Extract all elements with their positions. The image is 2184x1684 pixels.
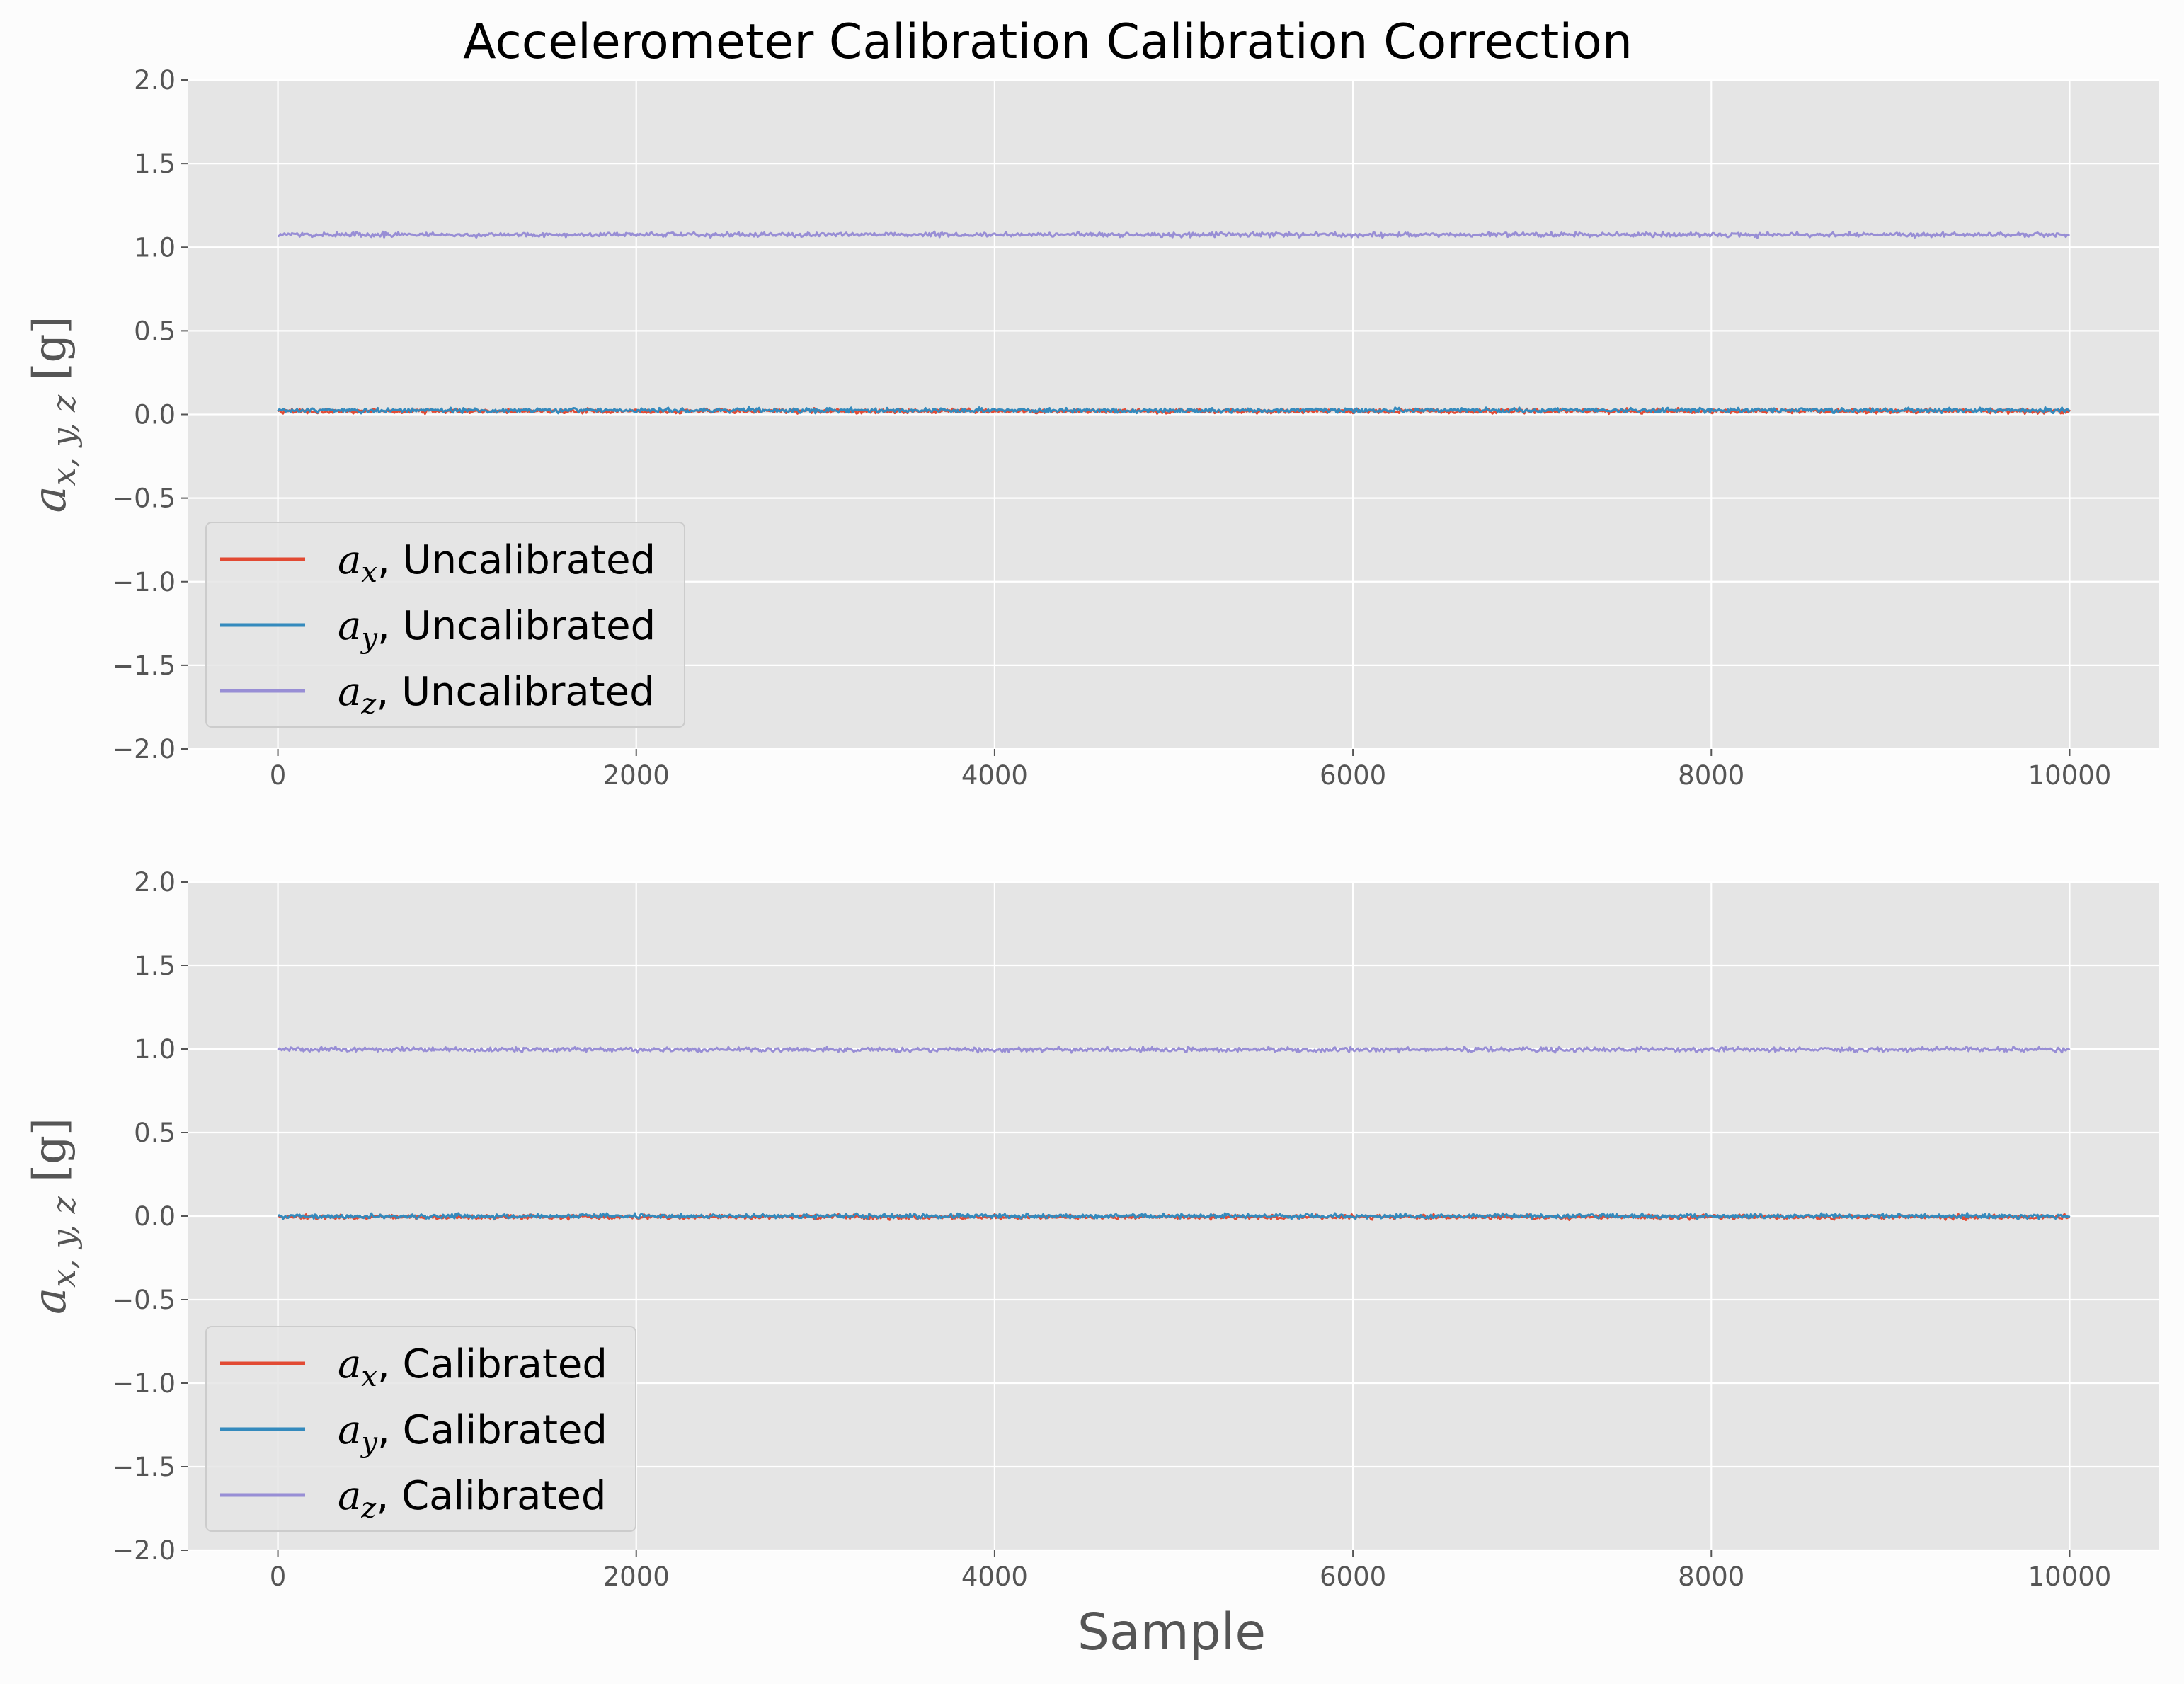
y-tick-label: −1.5: [112, 1452, 176, 1482]
y-tick-label: −0.5: [112, 1285, 176, 1315]
legend-label-z: az, Calibrated: [338, 1473, 606, 1525]
y-tick-label: 1.5: [134, 149, 176, 179]
legend: ax, Uncalibrated ay, Uncalibrated az, Unca…: [205, 522, 685, 728]
legend-label-y: ay, Calibrated: [338, 1407, 607, 1459]
series-line-y: [278, 1212, 2071, 1220]
figure-title: Accelerometer Calibration Calibration Co…: [463, 14, 1633, 70]
x-tick-label: 4000: [961, 760, 1028, 791]
y-tick-label: 0.5: [134, 1118, 176, 1148]
x-tick-label: 8000: [1678, 760, 1744, 791]
x-tick-label: 6000: [1320, 760, 1386, 791]
y-tick-label: −2.0: [112, 1535, 176, 1566]
y-tick-label: 1.0: [134, 1034, 176, 1065]
y-axis-label: ax, y, z [g]: [24, 1118, 83, 1314]
y-tick-label: 0.0: [134, 1201, 176, 1232]
y-tick-label: 0.0: [134, 400, 176, 430]
x-tick-label: 10000: [2028, 760, 2112, 791]
series-line-z: [277, 1046, 2071, 1054]
x-tick-label: 6000: [1320, 1562, 1386, 1592]
legend: ax, Calibrated ay, Calibrated az, Calibrat…: [205, 1326, 636, 1532]
series-line-z: [277, 230, 2070, 239]
legend-label-x: ax, Calibrated: [338, 1341, 607, 1393]
y-tick-label: −1.5: [112, 651, 176, 681]
legend-label-x: ax, Uncalibrated: [338, 537, 656, 589]
x-tick-label: 2000: [603, 1562, 670, 1592]
x-axis-label: Sample: [1077, 1603, 1266, 1661]
x-tick-label: 0: [270, 760, 287, 791]
x-tick-label: 2000: [603, 760, 670, 791]
legend-box: [205, 522, 685, 728]
x-tick-label: 10000: [2028, 1562, 2112, 1592]
y-tick-label: 1.5: [134, 951, 176, 981]
y-tick-label: 2.0: [134, 867, 176, 898]
legend-box: [205, 1326, 636, 1532]
bottom-panel-calibrated: −2.0 −1.5 −1.0 −0.5 0.0 0.5 1.0 1.5 2.0 0 2000 4000…: [24, 867, 2159, 1592]
top-panel-uncalibrated: −2.0 −1.5 −1.0 −0.5 0.0 0.5 1.0 1.5 2.0 0 2000 4000…: [24, 65, 2159, 791]
y-tick-label: 1.0: [134, 232, 176, 263]
series-line-y: [277, 406, 2071, 415]
y-tick-label: 0.5: [134, 316, 176, 346]
y-axis-label: ax, y, z [g]: [24, 316, 83, 513]
y-tick-label: 2.0: [134, 65, 176, 96]
x-tick-label: 0: [270, 1562, 287, 1592]
y-tick-label: −2.0: [112, 734, 176, 764]
y-tick-label: −1.0: [112, 567, 176, 597]
x-tick-label: 8000: [1678, 1562, 1744, 1592]
legend-label-z: az, Uncalibrated: [338, 669, 655, 721]
y-tick-label: −1.0: [112, 1368, 176, 1399]
legend-label-y: ay, Uncalibrated: [338, 603, 656, 655]
y-tick-label: −0.5: [112, 483, 176, 514]
x-tick-label: 4000: [961, 1562, 1028, 1592]
